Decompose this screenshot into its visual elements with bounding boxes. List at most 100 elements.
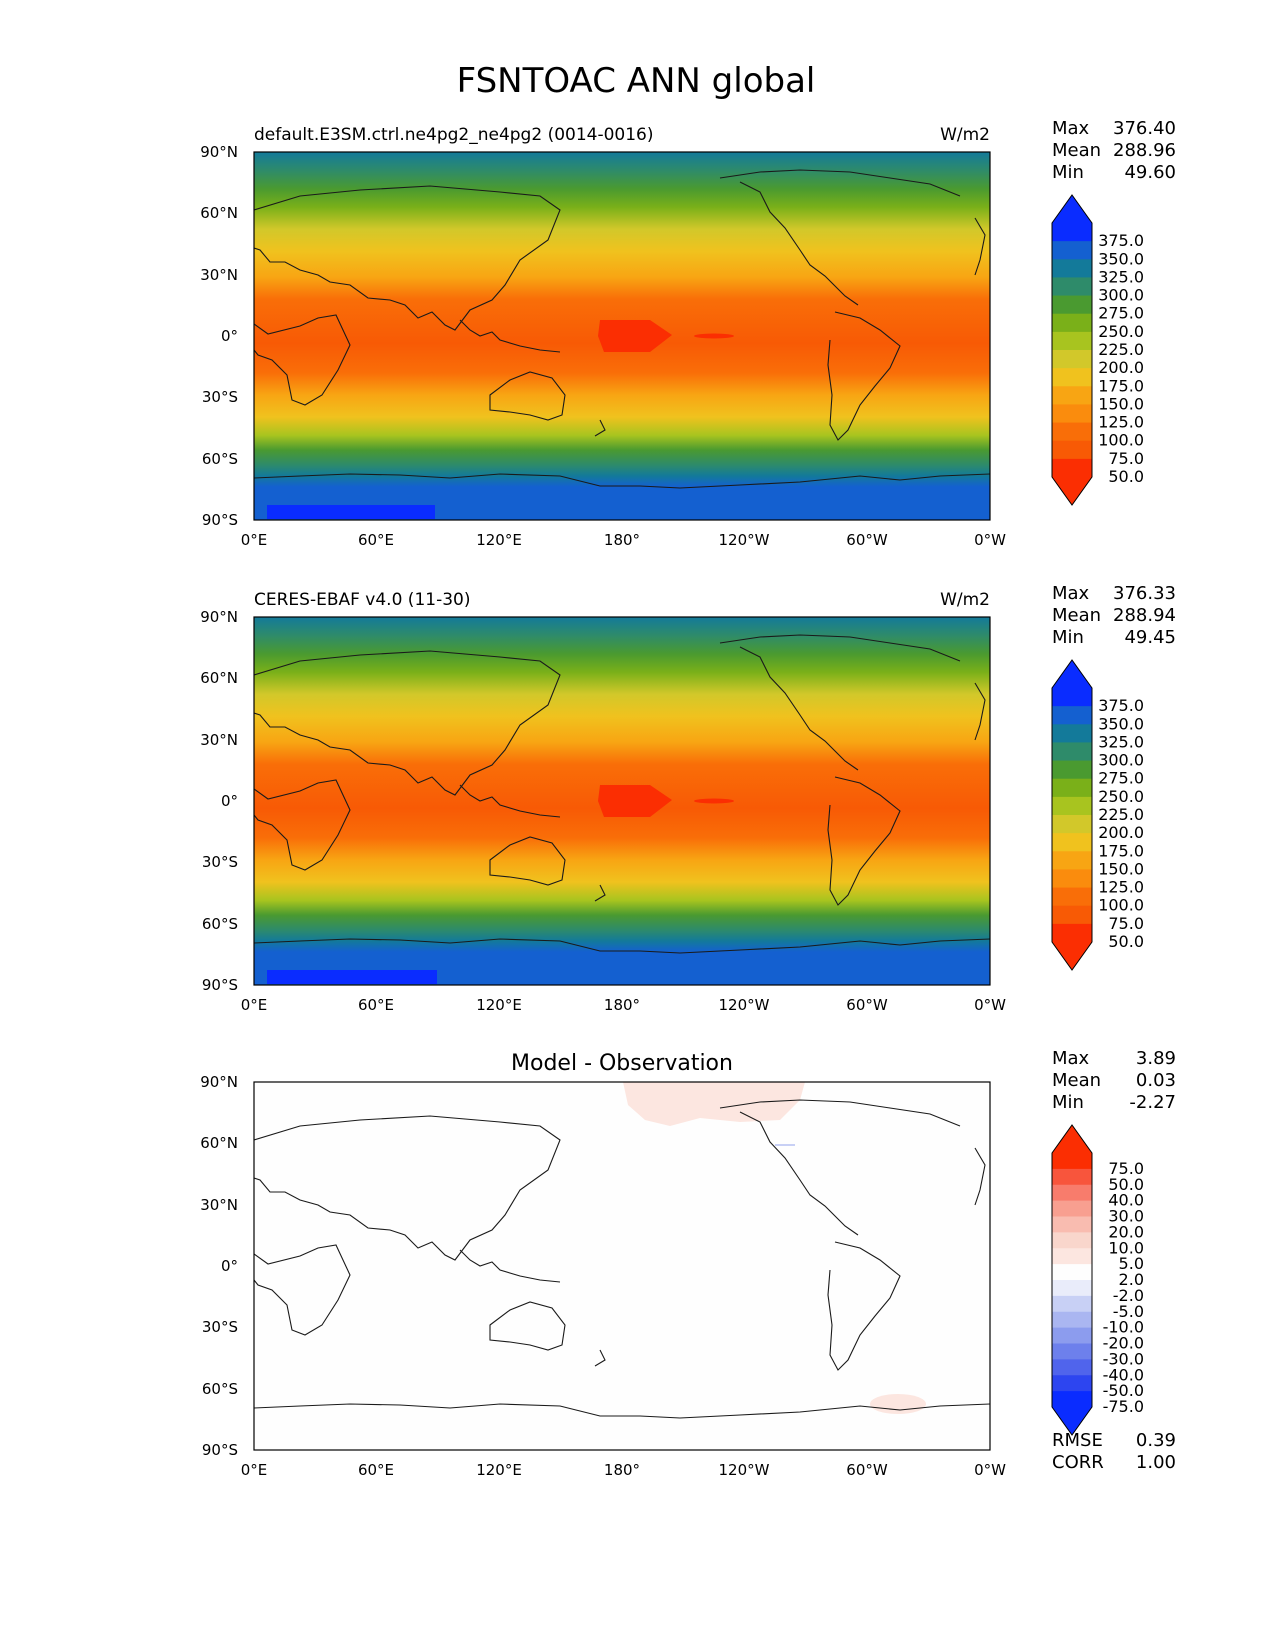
colorbar-tick-label: -50.0 [1103, 1381, 1144, 1400]
colorbar-band [1052, 440, 1092, 460]
stat-value: 288.94 [1113, 605, 1176, 626]
colorbar-outline [1051, 1124, 1093, 1436]
panel-diff: Model - Observation 90°N 60°N [200, 1048, 1176, 1479]
map-frame [253, 1081, 991, 1451]
colorbar: 75.050.040.030.020.010.05.02.0-2.0-5.0-1… [1051, 1124, 1144, 1436]
colorbar-tick-label: 75.0 [1108, 914, 1144, 933]
lat-tick-label: 0° [221, 1257, 238, 1275]
stat-value: 49.60 [1124, 162, 1176, 183]
panel-left-title: default.E3SM.ctrl.ne4pg2_ne4pg2 (0014-00… [254, 125, 654, 145]
coastlines [253, 634, 991, 954]
lon-tick-label: 120°W [719, 996, 770, 1014]
colorbar-band [1052, 778, 1092, 798]
map-area [253, 1081, 991, 1451]
colorbar-tick-label: 375.0 [1098, 231, 1144, 250]
colorbar-tick-label: 30.0 [1108, 1207, 1144, 1226]
map-area [253, 151, 991, 521]
lon-tick-label: 120°W [719, 531, 770, 549]
map-frame [253, 616, 991, 986]
colorbar-band [1052, 1343, 1092, 1360]
colorbar-bottom-extension [1052, 477, 1092, 505]
skill-block: RMSE 0.39 CORR 1.00 [1052, 1430, 1176, 1473]
colorbar-tick-label: 200.0 [1098, 358, 1144, 377]
colorbar-tick-label: 5.0 [1119, 1254, 1144, 1273]
colorbar-tick-label: -2.0 [1113, 1286, 1144, 1305]
lon-tick-label: 60°E [358, 1461, 394, 1479]
colorbar-band [1052, 458, 1092, 478]
lat-tick-label: 90°N [200, 143, 238, 161]
colorbar-tick-label: 325.0 [1098, 267, 1144, 286]
stats-block: Max 3.89 Mean 0.03 Min -2.27 [1052, 1048, 1176, 1113]
colorbar-band [1052, 1216, 1092, 1233]
panel-center-title: Model - Observation [511, 1051, 733, 1076]
stat-label: Max [1052, 118, 1090, 139]
lon-tick-label: 60°E [358, 996, 394, 1014]
stats-block: Max 376.40 Mean 288.96 Min 49.60 [1052, 118, 1176, 183]
colorbar-bottom-extension [1052, 1407, 1092, 1435]
colorbar-bottom-extension [1052, 942, 1092, 970]
colorbar-band [1052, 313, 1092, 333]
lat-tick-label: 90°N [200, 608, 238, 626]
lat-axis: 90°N 60°N 30°N 0° 30°S 60°S 90°S [200, 608, 238, 994]
lon-axis: 0°E 60°E 120°E 180° 120°W 60°W 0°W [241, 1461, 1006, 1479]
colorbar-band [1052, 404, 1092, 424]
lon-tick-label: 120°E [476, 531, 522, 549]
stat-label: Max [1052, 583, 1090, 604]
colorbar-tick-label: 275.0 [1098, 304, 1144, 323]
lon-tick-label: 0°W [974, 996, 1006, 1014]
colorbar-band [1052, 905, 1092, 925]
lat-tick-label: 60°N [200, 204, 238, 222]
lon-tick-label: 0°E [241, 1461, 268, 1479]
colorbar-band [1052, 1311, 1092, 1329]
colorbar-tick-label: 75.0 [1108, 449, 1144, 468]
rmse-label: RMSE [1052, 1430, 1103, 1451]
lon-tick-label: 60°W [846, 1461, 888, 1479]
colorbar-tick-label: 100.0 [1098, 896, 1144, 915]
colorbar-tick-label: 40.0 [1108, 1191, 1144, 1210]
colorbar-tick-label: 50.0 [1108, 467, 1144, 486]
panel-model: default.E3SM.ctrl.ne4pg2_ne4pg2 (0014-00… [200, 118, 1176, 549]
lat-tick-label: 30°N [200, 266, 238, 284]
colorbar-tick-label: 250.0 [1098, 787, 1144, 806]
colorbar-band [1052, 1168, 1092, 1186]
lat-tick-label: 0° [221, 792, 238, 810]
colorbar-tick-label: 75.0 [1108, 1159, 1144, 1178]
stat-label: Mean [1052, 605, 1101, 626]
colorbar-tick-label: 225.0 [1098, 805, 1144, 824]
tropical-max-streak [694, 798, 734, 804]
tropical-max-streak [694, 333, 734, 339]
colorbar-band [1052, 1248, 1092, 1265]
colorbar-band [1052, 277, 1092, 297]
colorbar-tick-label: -40.0 [1103, 1365, 1144, 1384]
colorbar-band [1052, 1232, 1092, 1249]
colorbar-tick-label: 10.0 [1108, 1238, 1144, 1257]
colorbar-band [1052, 1264, 1092, 1281]
colorbar-tick-label: 150.0 [1098, 394, 1144, 413]
colorbar-band [1052, 688, 1092, 707]
colorbar-tick-label: 150.0 [1098, 859, 1144, 878]
stat-value: 376.33 [1113, 583, 1176, 604]
coastlines [253, 169, 991, 489]
colorbar-band [1052, 386, 1092, 405]
colorbar-band [1052, 1184, 1092, 1202]
lat-tick-label: 90°N [200, 1073, 238, 1091]
lat-tick-label: 90°S [202, 511, 238, 529]
colorbar-band [1052, 1280, 1092, 1297]
colorbar-band [1052, 706, 1092, 725]
colorbar-top-extension [1052, 660, 1092, 688]
lat-tick-label: 30°S [202, 853, 238, 871]
colorbar-top-extension [1052, 195, 1092, 223]
lon-tick-label: 180° [604, 531, 640, 549]
lat-tick-label: 0° [221, 327, 238, 345]
colorbar-tick-label: 275.0 [1098, 769, 1144, 788]
lon-tick-label: 0°W [974, 531, 1006, 549]
colorbar-tick-label: 350.0 [1098, 249, 1144, 268]
lat-tick-label: 90°S [202, 976, 238, 994]
lon-tick-label: 0°E [241, 996, 268, 1014]
colorbar-band [1052, 742, 1092, 762]
colorbar-tick-label: 350.0 [1098, 714, 1144, 733]
colorbar: 375.0350.0325.0300.0275.0250.0225.0200.0… [1051, 659, 1144, 971]
panel-units: W/m2 [940, 125, 990, 145]
colorbar-tick-label: 300.0 [1098, 286, 1144, 305]
